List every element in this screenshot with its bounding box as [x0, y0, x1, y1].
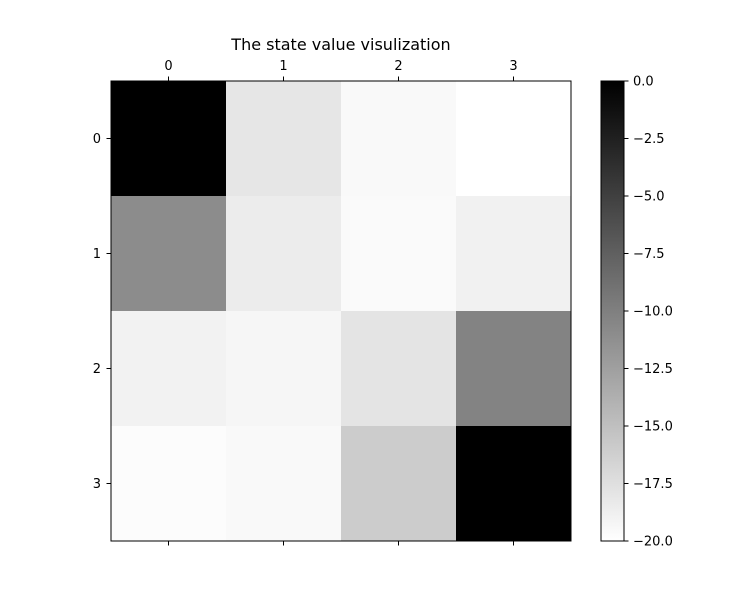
- heatmap-cell-2-2: [341, 311, 457, 427]
- heatmap-cell-0-2: [341, 81, 457, 197]
- colorbar-tick-label: −10.0: [633, 305, 673, 320]
- x-tick-label: 0: [164, 59, 172, 74]
- heatmap-cell-0-0: [111, 81, 227, 197]
- heatmap-cell-0-3: [456, 81, 572, 197]
- heatmap-cell-1-1: [226, 196, 342, 312]
- x-axis-ticks: 0 1 2 3: [164, 59, 518, 546]
- colorbar-tick-label: −12.5: [633, 362, 673, 377]
- colorbar-tick-label: −5.0: [633, 190, 665, 205]
- colorbar-tick-label: −7.5: [633, 247, 665, 262]
- x-tick-label: 1: [279, 59, 287, 74]
- heatmap-cell-2-3: [456, 311, 572, 427]
- heatmap-cell-1-0: [111, 196, 227, 312]
- y-tick-label: 1: [93, 247, 101, 262]
- y-axis-ticks: 0 1 2 3: [93, 132, 111, 492]
- heatmap-cell-3-0: [111, 426, 227, 542]
- heatmap-cell-1-3: [456, 196, 572, 312]
- colorbar-tick-label: −20.0: [633, 535, 673, 550]
- chart-title: The state value visulization: [230, 35, 450, 54]
- colorbar-tick-label: −17.5: [633, 477, 673, 492]
- colorbar-tick-label: −2.5: [633, 132, 665, 147]
- colorbar-tick-label: −15.0: [633, 420, 673, 435]
- colorbar-ticks: 0.0 −2.5 −5.0 −7.5 −10.0 −12.5 −15.0 −17.5 −20.0: [624, 75, 673, 550]
- y-tick-label: 3: [93, 477, 101, 492]
- heatmap-cell-3-3: [456, 426, 572, 542]
- plot-frame: [110, 80, 572, 542]
- heatmap-cell-0-1: [226, 81, 342, 197]
- y-tick-label: 2: [93, 362, 101, 377]
- colorbar-tick-label: 0.0: [633, 75, 654, 90]
- heatmap-cell-2-0: [111, 311, 227, 427]
- heatmap-cell-3-1: [226, 426, 342, 542]
- heatmap-cell-3-2: [341, 426, 457, 542]
- y-tick-label: 0: [93, 132, 101, 147]
- heatmap-cells: [111, 81, 572, 542]
- colorbar-gradient: [601, 81, 624, 541]
- heatmap-cell-1-2: [341, 196, 457, 312]
- heatmap-cell-2-1: [226, 311, 342, 427]
- x-tick-label: 2: [394, 59, 402, 74]
- x-tick-label: 3: [509, 59, 517, 74]
